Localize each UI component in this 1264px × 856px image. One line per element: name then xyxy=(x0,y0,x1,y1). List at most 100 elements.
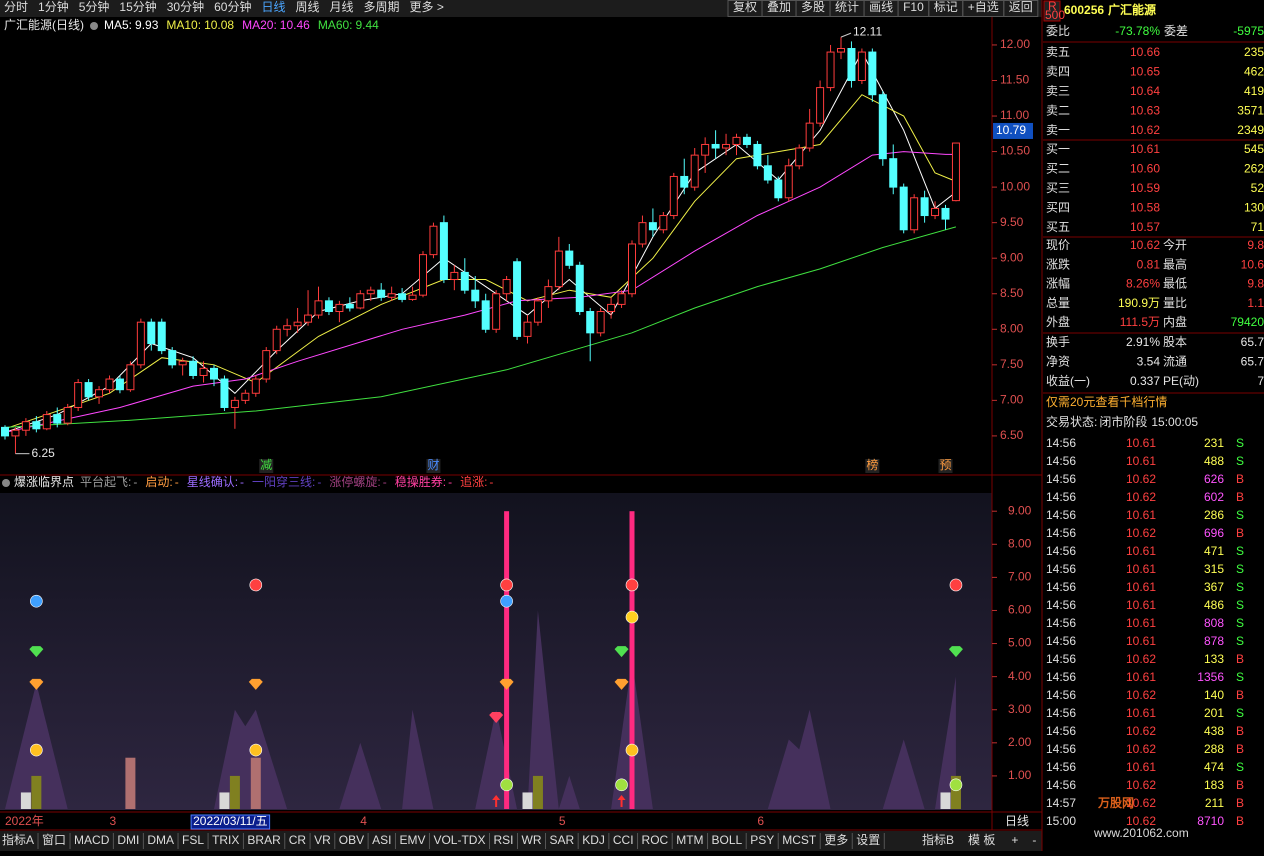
indicator-tab[interactable]: BOLL xyxy=(712,833,743,847)
indicator-tab[interactable]: RSI xyxy=(493,833,513,847)
signal-area xyxy=(5,610,956,809)
indicator-tab[interactable]: 模 板 xyxy=(968,833,995,847)
period-tab[interactable]: 月线 xyxy=(330,0,354,14)
stock-code: 600256 xyxy=(1064,3,1104,17)
candle-body xyxy=(513,261,522,337)
indicator-tab[interactable]: PSY xyxy=(750,833,774,847)
trade-side: S xyxy=(1236,436,1244,450)
toolbar-button[interactable]: +自选 xyxy=(968,0,999,14)
stat-value: 111.5万 xyxy=(1120,315,1160,329)
indicator-tab[interactable]: ROC xyxy=(642,833,669,847)
stat-value: 0.337 xyxy=(1130,374,1160,388)
indicator-tab[interactable]: DMA xyxy=(147,833,174,847)
ma-label: MA20: xyxy=(242,18,277,32)
indicator-tab[interactable]: 设置 xyxy=(856,833,880,847)
indicator-tab[interactable]: KDJ xyxy=(582,833,605,847)
toolbar-button[interactable]: 画线 xyxy=(869,0,893,14)
signal-diamond xyxy=(614,646,629,658)
indicator-tab[interactable]: EMV xyxy=(399,833,425,847)
indicator-tab[interactable]: 窗口 xyxy=(42,833,66,847)
candle-body xyxy=(419,254,427,296)
toolbar-button[interactable]: F10 xyxy=(903,0,924,14)
candle-body xyxy=(366,289,375,295)
stat-value: 10.6 xyxy=(1241,257,1264,271)
trade-price: 10.61 xyxy=(1126,508,1156,522)
indicator-tab[interactable]: CCI xyxy=(613,833,634,847)
indicator-tab[interactable]: ASI xyxy=(372,833,391,847)
book-volume: 419 xyxy=(1244,84,1264,98)
book-volume: 462 xyxy=(1244,65,1264,79)
date-label: 2022年 xyxy=(5,814,44,828)
period-tab[interactable]: 多周期 xyxy=(364,0,400,14)
book-label: 买四 xyxy=(1046,200,1070,214)
indicator-tab[interactable]: FSL xyxy=(182,833,204,847)
indicator-tab[interactable]: CR xyxy=(289,833,307,847)
period-tab[interactable]: 1分钟 xyxy=(38,0,69,14)
stat-label: 涨跌 xyxy=(1046,256,1070,271)
candle-body xyxy=(554,250,563,288)
period-tab[interactable]: 60分钟 xyxy=(214,0,251,14)
candle-body xyxy=(471,289,480,302)
indicator-tab[interactable]: DMI xyxy=(117,833,139,847)
trade-price: 10.62 xyxy=(1126,778,1156,792)
indicator-tab[interactable]: 更多 xyxy=(824,833,848,847)
candle-body xyxy=(283,325,292,330)
period-tab[interactable]: 15分钟 xyxy=(119,0,156,14)
indicator-tab[interactable]: VR xyxy=(314,833,331,847)
trade-price: 10.61 xyxy=(1126,760,1156,774)
trade-price: 10.62 xyxy=(1126,796,1156,810)
trade-time: 14:56 xyxy=(1046,472,1076,486)
indicator-tab[interactable]: - xyxy=(1032,833,1036,847)
indicator-tab[interactable]: VOL-TDX xyxy=(433,833,485,847)
indicator-tab[interactable]: WR xyxy=(522,833,542,847)
stat-label: 最低 xyxy=(1163,277,1187,291)
period-tab[interactable]: 更多 > xyxy=(410,0,444,14)
period-tab[interactable]: 分时 xyxy=(4,0,28,14)
y-tick-label: 9.00 xyxy=(1008,503,1032,517)
candle-body xyxy=(690,154,699,188)
indicator-tab[interactable]: BRAR xyxy=(247,833,281,847)
current-price-box xyxy=(993,122,1033,139)
period-tab[interactable]: 5分钟 xyxy=(79,0,110,14)
period-tab[interactable]: 周线 xyxy=(295,0,319,14)
date-cursor: 2022/03/11/五 xyxy=(193,814,268,828)
toolbar-button[interactable]: 叠加 xyxy=(767,0,791,14)
candle-body xyxy=(345,303,354,309)
trade-volume: 474 xyxy=(1204,760,1224,774)
stat-label: 最高 xyxy=(1163,256,1187,271)
indicator-tab[interactable]: 指标A xyxy=(2,832,34,847)
signal-diamond xyxy=(248,678,263,690)
signal-line xyxy=(504,511,510,809)
candle-body xyxy=(178,360,187,366)
candle-body xyxy=(95,389,104,398)
toolbar-button[interactable]: 复权 xyxy=(733,0,757,14)
button-frame xyxy=(1003,0,1039,17)
indicator-tab[interactable]: 指标B xyxy=(922,832,954,847)
indicator-tab[interactable]: MCST xyxy=(782,833,817,847)
candle-body xyxy=(753,143,762,167)
toolbar-button[interactable]: 统计 xyxy=(835,0,859,14)
candle-body xyxy=(42,414,51,430)
trade-time: 14:56 xyxy=(1046,652,1076,666)
indicator-tab[interactable]: + xyxy=(1011,833,1018,847)
candle-body xyxy=(951,142,960,202)
toolbar-button[interactable]: 多股 xyxy=(801,0,825,14)
indicator-tab[interactable]: MTM xyxy=(676,833,703,847)
indicator-tab[interactable]: OBV xyxy=(339,833,364,847)
candle-body xyxy=(377,289,386,298)
toolbar-button[interactable]: 标记 xyxy=(934,0,958,14)
period-tab[interactable]: 30分钟 xyxy=(167,0,204,14)
y-tick-label: 10.50 xyxy=(1000,144,1030,158)
candle-body xyxy=(481,300,490,330)
indicator-tab[interactable]: TRIX xyxy=(212,833,239,847)
candle-body xyxy=(857,51,866,81)
trade-time: 14:56 xyxy=(1046,454,1076,468)
toolbar-button[interactable]: 返回 xyxy=(1009,0,1033,14)
indicator-tab[interactable]: SAR xyxy=(550,833,575,847)
candle-body xyxy=(293,321,302,327)
indicator-tab[interactable]: MACD xyxy=(74,833,110,847)
label: 交易状态: xyxy=(1046,414,1097,429)
trade-price: 10.61 xyxy=(1126,454,1156,468)
period-tab[interactable]: 日线 xyxy=(261,0,285,14)
